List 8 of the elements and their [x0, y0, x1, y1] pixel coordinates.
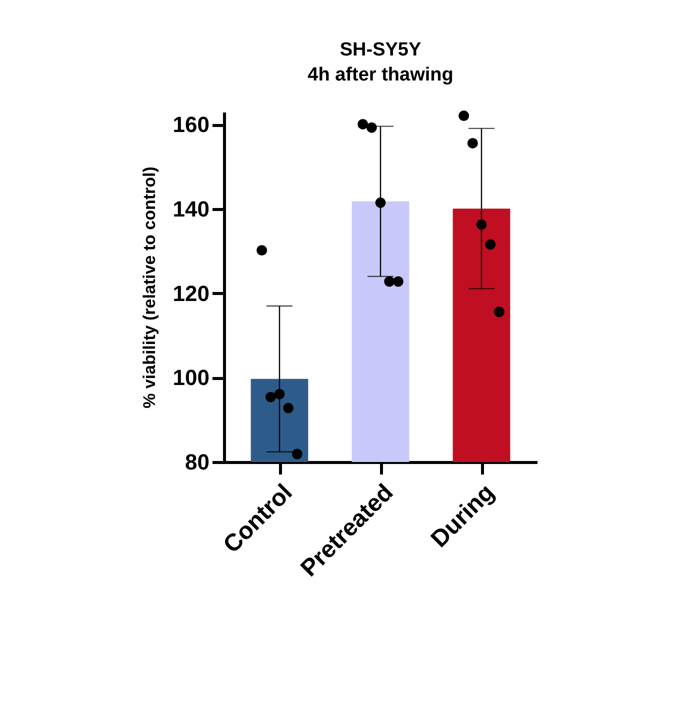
y-tick-label: 140 — [172, 196, 210, 222]
y-axis-title: % viability (relative to control) — [140, 166, 159, 408]
y-tick-label: 120 — [172, 280, 210, 306]
chart-subtitle: 4h after thawing — [308, 64, 454, 86]
y-tick-label: 100 — [172, 365, 210, 390]
y-tick-label: 160 — [172, 112, 210, 138]
chart-title: SH-SY5Y — [340, 40, 422, 61]
y-tick-label: 80 — [185, 450, 210, 474]
